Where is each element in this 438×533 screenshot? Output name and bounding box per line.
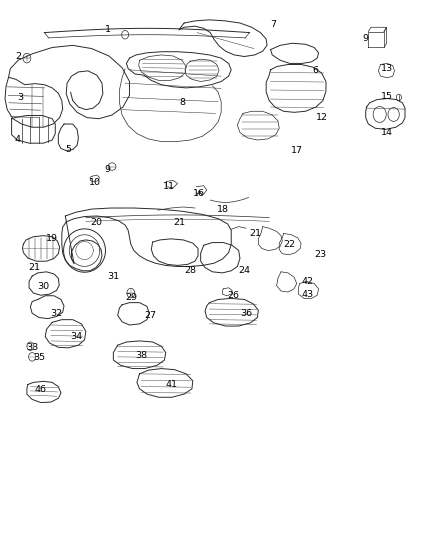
Text: 11: 11 (163, 182, 175, 191)
Text: 2: 2 (15, 52, 21, 61)
Text: 20: 20 (90, 219, 102, 228)
Text: 5: 5 (65, 145, 71, 154)
Text: 27: 27 (144, 311, 156, 320)
Text: 6: 6 (312, 67, 318, 75)
Text: 42: 42 (301, 277, 313, 286)
Text: 12: 12 (316, 113, 328, 122)
Text: 8: 8 (179, 98, 185, 107)
Text: 26: 26 (227, 291, 239, 300)
Text: 32: 32 (50, 309, 63, 318)
Text: 22: 22 (284, 240, 296, 249)
Text: 31: 31 (107, 272, 120, 280)
Text: 21: 21 (173, 219, 185, 228)
Text: 33: 33 (26, 343, 38, 352)
Text: 15: 15 (381, 92, 393, 101)
Text: 9: 9 (362, 35, 368, 44)
Text: 3: 3 (17, 93, 23, 102)
Text: 41: 41 (166, 380, 178, 389)
Text: 35: 35 (33, 353, 45, 362)
Text: 7: 7 (271, 20, 276, 29)
Text: 30: 30 (37, 282, 49, 291)
Text: 18: 18 (217, 205, 230, 214)
Text: 38: 38 (135, 351, 147, 360)
Text: 19: 19 (46, 235, 58, 244)
Text: 46: 46 (35, 385, 47, 394)
Text: 4: 4 (14, 135, 20, 144)
Text: 10: 10 (88, 178, 101, 187)
Text: 21: 21 (249, 229, 261, 238)
Text: 36: 36 (240, 309, 252, 318)
Text: 29: 29 (125, 293, 137, 302)
Text: 34: 34 (70, 332, 82, 341)
Text: 28: 28 (185, 266, 197, 275)
Text: 16: 16 (193, 189, 205, 198)
Text: 17: 17 (291, 146, 303, 155)
Text: 21: 21 (28, 263, 40, 272)
Text: 1: 1 (105, 26, 111, 35)
Text: 13: 13 (381, 64, 393, 73)
Text: 9: 9 (105, 165, 111, 174)
Text: 23: 23 (314, 251, 326, 260)
Text: 24: 24 (238, 266, 251, 275)
Text: 14: 14 (381, 128, 393, 137)
Text: 43: 43 (301, 289, 313, 298)
